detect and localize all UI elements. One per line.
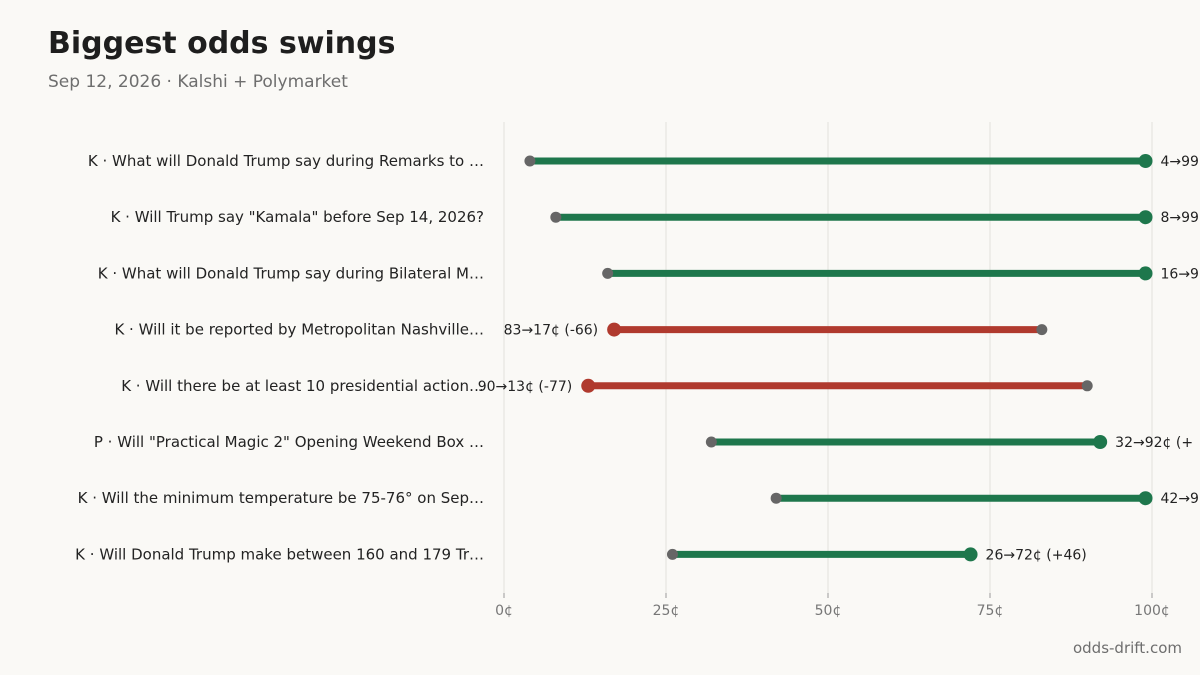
chart-rows: K · What will Donald Trump say during Re…	[75, 152, 1199, 563]
gridlines	[503, 122, 1153, 593]
x-tick-label: 0¢	[495, 603, 513, 619]
end-dot	[1093, 435, 1108, 449]
end-dot	[1138, 491, 1153, 506]
row-label: P · Will "Practical Magic 2" Opening Wee…	[94, 433, 484, 451]
chart-subtitle: Sep 12, 2026 · Kalshi + Polymarket	[48, 72, 348, 92]
x-tick-label: 75¢	[977, 603, 1004, 619]
start-dot	[666, 548, 678, 560]
end-dot	[1138, 154, 1153, 168]
row-label: K · Will Donald Trump make between 160 a…	[75, 545, 484, 563]
x-tick-label: 100¢	[1134, 603, 1170, 619]
start-dot	[1081, 380, 1093, 392]
x-axis-ticks: 0¢ 25¢ 50¢ 75¢ 100¢	[495, 593, 1170, 619]
start-dot	[602, 267, 614, 279]
start-dot	[550, 211, 562, 223]
value-label: 42→9	[1161, 491, 1199, 507]
x-tick-label: 25¢	[653, 603, 680, 619]
start-dot	[1036, 324, 1048, 336]
chart-row: P · Will "Practical Magic 2" Opening Wee…	[94, 433, 1193, 451]
start-dot	[770, 492, 782, 504]
chart-row: K · Will Donald Trump make between 160 a…	[75, 545, 1087, 563]
chart-row: K · What will Donald Trump say during Re…	[88, 152, 1199, 170]
chart-row: K · Will there be at least 10 presidenti…	[121, 377, 1093, 395]
x-tick-label: 50¢	[815, 603, 842, 619]
row-label: K · Will the minimum temperature be 75-7…	[78, 489, 484, 507]
value-label: 4→99	[1161, 154, 1199, 170]
chart-title: Biggest odds swings	[48, 26, 396, 61]
row-label: K · Will it be reported by Metropolitan …	[114, 321, 484, 339]
value-label: 90→13¢ (-77)	[478, 379, 573, 395]
end-dot	[1138, 266, 1153, 281]
value-label: 8→99	[1161, 210, 1199, 226]
row-label: K · What will Donald Trump say during Bi…	[98, 264, 484, 282]
chart-row: K · Will Trump say "Kamala" before Sep 1…	[111, 208, 1199, 226]
end-dot	[581, 378, 596, 393]
value-label: 32→92¢ (+	[1115, 435, 1193, 451]
chart-row: K · What will Donald Trump say during Bi…	[98, 264, 1199, 282]
start-dot	[524, 155, 536, 167]
value-label: 26→72¢ (+46)	[986, 547, 1087, 563]
row-label: K · Will there be at least 10 presidenti…	[121, 377, 484, 395]
value-label: 83→17¢ (-66)	[504, 323, 599, 339]
end-dot	[607, 322, 622, 337]
row-label: K · What will Donald Trump say during Re…	[88, 152, 484, 170]
source-credit: odds-drift.com	[1072, 639, 1182, 657]
start-dot	[705, 436, 717, 448]
chart-row: K · Will it be reported by Metropolitan …	[114, 321, 1048, 339]
value-label: 16→9	[1161, 266, 1199, 282]
end-dot	[963, 547, 978, 562]
chart-row: K · Will the minimum temperature be 75-7…	[78, 489, 1199, 507]
end-dot	[1138, 210, 1153, 225]
row-label: K · Will Trump say "Kamala" before Sep 1…	[111, 208, 484, 226]
